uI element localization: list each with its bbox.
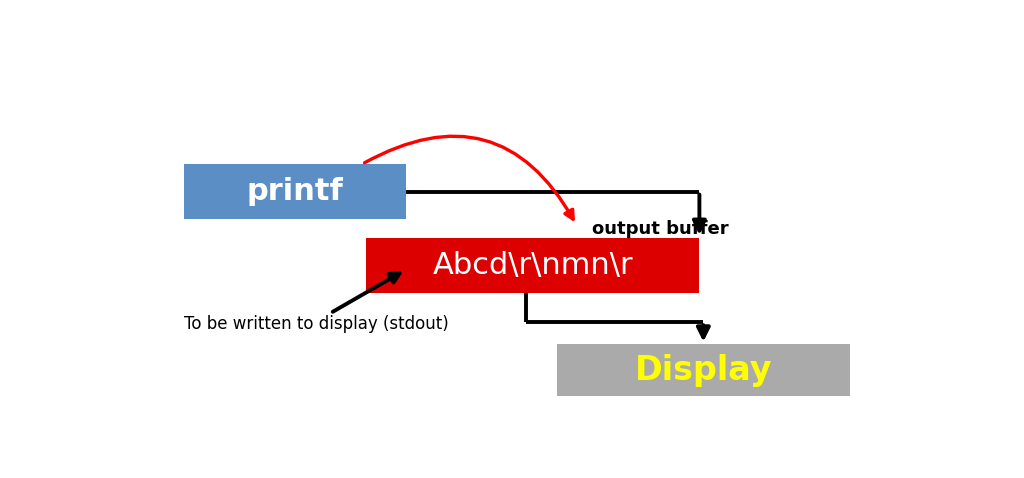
Text: Abcd\r\nmn\r: Abcd\r\nmn\r <box>432 251 633 280</box>
Text: To be written to display (stdout): To be written to display (stdout) <box>183 315 449 333</box>
Text: printf: printf <box>247 177 343 206</box>
Text: Display: Display <box>635 354 772 387</box>
FancyBboxPatch shape <box>367 238 699 293</box>
Text: output buffer: output buffer <box>592 219 729 238</box>
FancyBboxPatch shape <box>183 164 406 219</box>
FancyBboxPatch shape <box>557 345 850 396</box>
